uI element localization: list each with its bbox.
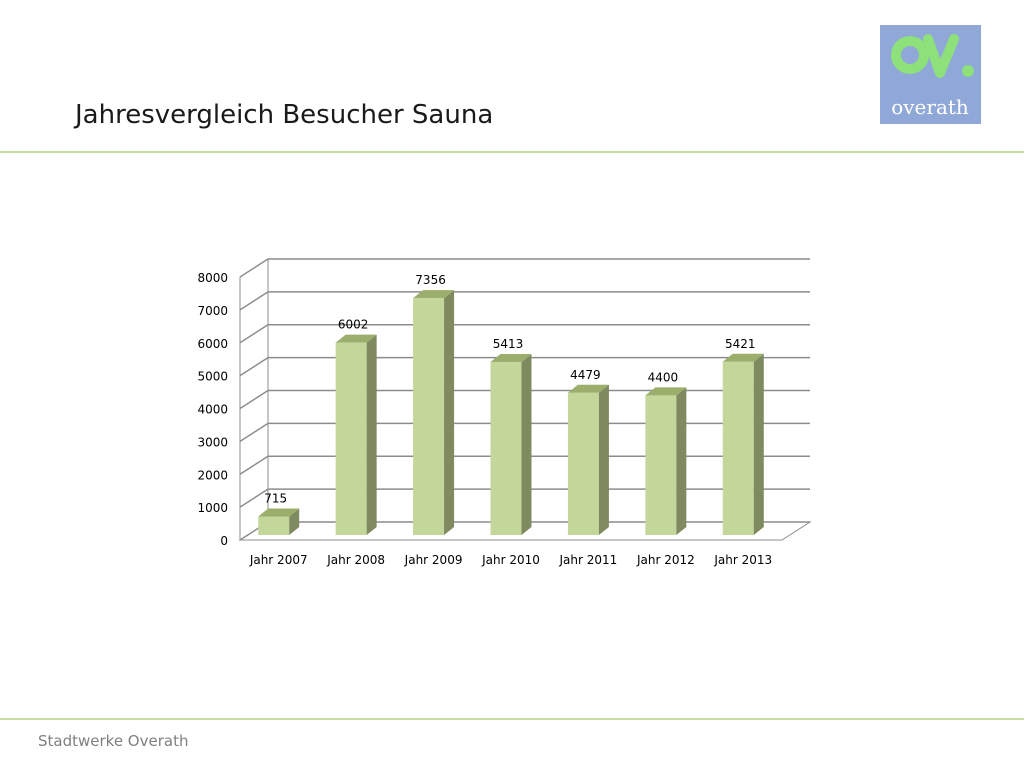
bar [413,290,455,535]
bar-front [335,342,367,535]
bar-side [366,334,377,535]
gridline [239,324,810,344]
bar-side [753,353,764,535]
data-label: 6002 [338,318,369,332]
gridline [239,291,810,311]
bar-front [722,361,754,535]
gridline [239,356,810,377]
svg-text:overath: overath [891,95,969,119]
data-label: 5421 [725,337,756,351]
bar [645,387,687,535]
x-tick-label: Jahr 2013 [713,553,772,567]
bar [490,354,532,535]
x-tick-label: Jahr 2007 [249,553,308,567]
bar-side [444,290,455,535]
bar [258,508,300,535]
data-label: 715 [264,491,287,505]
header-divider [0,151,1024,153]
y-tick-label: 0 [220,534,228,548]
y-tick-label: 5000 [197,370,228,384]
data-label: 5413 [493,337,524,351]
y-tick-label: 6000 [197,337,228,351]
bar-top [645,387,687,396]
bar [722,353,764,535]
footer-divider [0,718,1024,720]
overath-logo: overath [880,25,981,124]
y-tick-label: 4000 [197,403,228,417]
data-labels: 715 6002 7356 5413 4479 4400 5421 [264,273,755,505]
bar-top [567,384,609,393]
bar-side [676,387,687,535]
bar-front [413,298,445,535]
x-tick-label: Jahr 2010 [481,553,540,567]
y-tick-label: 7000 [197,304,228,318]
bar [335,334,377,535]
footer-text: Stadtwerke Overath [38,732,189,750]
bar-side [598,384,609,535]
data-label: 4400 [648,370,679,384]
y-tick-label: 3000 [197,435,228,449]
x-tick-label: Jahr 2008 [326,553,385,567]
bar-top [335,334,377,343]
bar [567,384,609,535]
gridline [239,258,810,278]
gridline [239,488,810,508]
bar-top [722,353,764,362]
bar-front [645,395,677,535]
x-tick-label: Jahr 2009 [404,553,463,567]
bar-top [413,290,455,299]
bar-front [258,516,290,535]
bar-front [567,392,599,535]
y-tick-label: 1000 [197,501,228,515]
x-tick-label: Jahr 2011 [559,553,618,567]
gridline [239,455,810,475]
x-tick-label: Jahr 2012 [636,553,695,567]
bar-side [521,354,532,535]
bar-top [258,508,300,517]
bar-top [490,354,532,363]
x-axis-ticks: Jahr 2007 Jahr 2008 Jahr 2009 Jahr 2010 Jahr… [249,553,772,567]
slide-title: Jahresvergleich Besucher Sauna [75,100,494,130]
y-tick-label: 2000 [197,468,228,482]
data-label: 4479 [570,368,601,382]
y-axis-ticks: 0 1000 2000 3000 4000 5000 6000 7000 8000 [197,271,228,548]
chart-gridlines [239,258,810,541]
chart-bars [258,290,764,535]
data-label: 7356 [415,273,446,287]
bar-side [289,508,300,535]
gridline [239,389,810,410]
y-tick-label: 8000 [197,271,228,285]
bar-front [490,362,522,535]
gridline [239,422,810,442]
